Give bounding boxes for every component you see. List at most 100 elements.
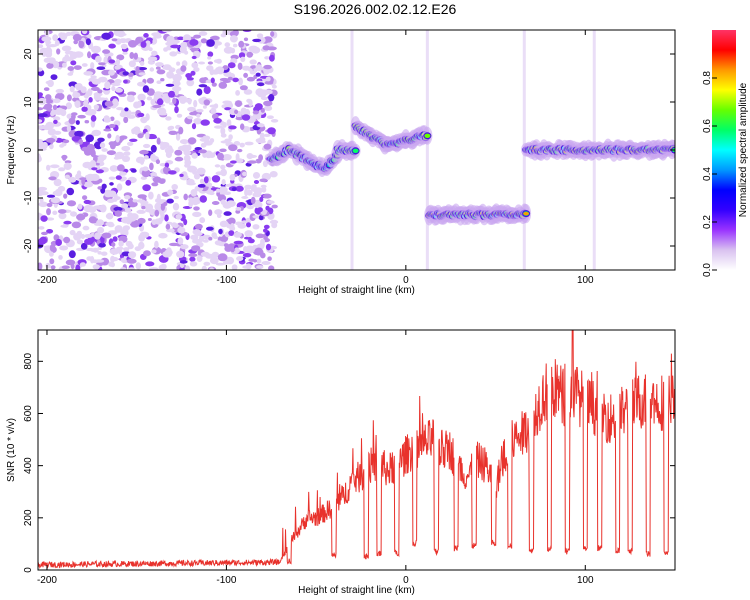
noise-blob — [135, 262, 141, 270]
noise-blob — [264, 105, 273, 111]
noise-blob — [90, 78, 99, 83]
noise-blob — [175, 214, 183, 220]
noise-blob — [146, 96, 153, 101]
noise-blob — [54, 94, 62, 100]
noise-blob — [47, 79, 54, 88]
noise-blob — [198, 149, 207, 154]
noise-blob — [228, 230, 235, 237]
noise-blob — [190, 234, 199, 240]
noise-blob — [220, 127, 226, 135]
noise-blob — [95, 205, 105, 210]
noise-blob — [238, 77, 244, 86]
noise-blob — [79, 262, 86, 267]
noise-blob — [165, 150, 172, 159]
noise-blob — [126, 258, 137, 264]
x-tick-label: -200 — [37, 575, 57, 586]
noise-blob — [261, 261, 271, 265]
noise-blob — [222, 65, 229, 71]
noise-blob — [270, 119, 279, 123]
noise-blob — [230, 160, 237, 164]
noise-blob — [208, 191, 215, 196]
noise-blob — [96, 219, 104, 227]
noise-blob — [63, 162, 72, 170]
noise-blob — [225, 183, 233, 187]
noise-blob — [192, 211, 202, 218]
noise-blob — [219, 220, 229, 228]
noise-blob — [137, 112, 145, 118]
noise-blob — [253, 180, 260, 184]
noise-blob — [59, 144, 65, 148]
noise-blob — [241, 220, 248, 224]
noise-blob — [40, 215, 48, 222]
noise-blob — [262, 193, 272, 199]
noise-blob — [164, 214, 169, 222]
noise-blob — [259, 178, 268, 183]
noise-blob — [180, 244, 189, 250]
noise-blob — [221, 179, 226, 186]
colorbar-tick-label: 0.2 — [702, 215, 713, 229]
noise-blob — [56, 48, 61, 55]
noise-blob — [69, 229, 76, 236]
noise-blob — [250, 65, 256, 69]
noise-blob — [46, 137, 56, 143]
noise-blob — [132, 199, 138, 203]
noise-blob — [240, 123, 245, 130]
noise-blob — [38, 201, 48, 208]
noise-blob — [177, 226, 186, 234]
noise-blob — [234, 250, 240, 254]
noise-blob — [262, 160, 268, 168]
noise-blob — [80, 86, 87, 94]
noise-blob — [177, 237, 184, 245]
noise-blob — [232, 77, 239, 83]
y-tick-label: 0 — [23, 567, 34, 573]
noise-blob — [206, 39, 215, 47]
noise-blob — [53, 116, 61, 121]
noise-blob — [86, 143, 95, 152]
noise-blob — [95, 55, 102, 63]
noise-blob — [121, 145, 131, 152]
noise-blob — [145, 113, 150, 121]
noise-blob — [263, 224, 270, 229]
noise-blob — [235, 90, 241, 96]
noise-blob — [213, 117, 222, 124]
y-tick-label: 20 — [23, 48, 34, 60]
noise-blob — [234, 109, 239, 115]
noise-blob — [202, 239, 209, 243]
noise-blob — [172, 202, 180, 211]
noise-blob — [101, 183, 107, 189]
noise-blob — [179, 260, 188, 264]
y-tick-label: 800 — [23, 353, 34, 370]
noise-blob — [245, 162, 252, 167]
noise-blob — [67, 72, 73, 76]
noise-blob — [159, 209, 164, 216]
noise-blob — [192, 170, 198, 175]
noise-blob — [116, 183, 123, 191]
noise-blob — [173, 195, 179, 200]
noise-blob — [125, 217, 132, 225]
noise-blob — [170, 39, 180, 44]
noise-blob — [155, 159, 160, 165]
noise-blob — [252, 224, 260, 230]
noise-blob — [220, 164, 226, 170]
noise-blob — [189, 261, 198, 267]
noise-blob — [58, 212, 67, 220]
noise-blob — [71, 112, 78, 116]
noise-blob — [252, 215, 261, 219]
noise-blob — [155, 91, 164, 96]
noise-blob — [270, 31, 275, 37]
noise-blob — [65, 259, 76, 266]
noise-blob — [91, 45, 101, 54]
noise-blob — [84, 120, 90, 124]
noise-blob — [127, 243, 134, 250]
x-axis-label: Height of straight line (km) — [298, 285, 415, 296]
noise-blob — [155, 66, 161, 70]
noise-blob — [83, 199, 92, 205]
noise-blob — [181, 60, 188, 67]
y-axis-label: SNR (10 * v/v) — [6, 418, 17, 482]
noise-blob — [115, 87, 123, 93]
noise-blob — [114, 79, 122, 84]
noise-blob — [215, 67, 219, 75]
noise-blob — [217, 152, 224, 161]
noise-blob — [190, 189, 198, 197]
noise-blob — [63, 139, 70, 144]
